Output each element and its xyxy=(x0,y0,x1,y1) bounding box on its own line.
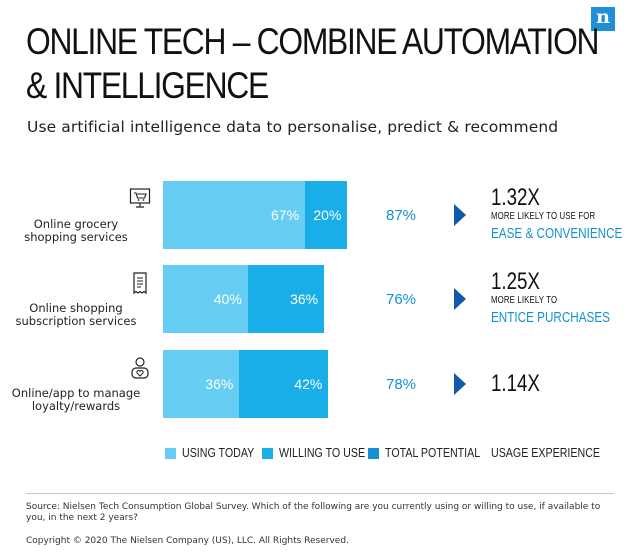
title-line-1: ONLINE TECH – COMBINE AUTOMATION xyxy=(26,21,600,62)
data-label: 67% xyxy=(271,207,300,223)
receipt-icon xyxy=(128,271,152,295)
data-label: 40% xyxy=(213,291,242,307)
category-label: Online grocery shopping services xyxy=(24,217,128,244)
category-label: Online/app to manage loyalty/rewards xyxy=(11,386,141,413)
data-label: 42% xyxy=(294,376,323,392)
legend-swatch-willing-to-use xyxy=(262,448,273,459)
bar-willing-to-use: 36% xyxy=(247,265,325,333)
source-note: Source: Nielsen Tech Consumption Global … xyxy=(26,502,601,523)
bar-willing-to-use: 20% xyxy=(305,181,348,249)
arrow-right-icon xyxy=(453,203,467,227)
bar-using-today: 36% xyxy=(163,350,240,418)
shopping-cart-icon xyxy=(128,187,152,211)
nielsen-logo: n xyxy=(591,7,615,31)
legend-using-today: USING TODAY xyxy=(182,445,255,460)
data-label: 20% xyxy=(313,207,342,223)
legend-usage-experience: USAGE EXPERIENCE xyxy=(491,445,601,460)
divider xyxy=(26,493,614,494)
bar-willing-to-use: 42% xyxy=(239,350,329,418)
arrow-right-icon xyxy=(453,287,467,311)
page-subtitle: Use artificial intelligence data to pers… xyxy=(27,118,559,136)
total-potential-value: 87% xyxy=(386,207,417,224)
data-label: 36% xyxy=(290,291,319,307)
usage-emphasis: ENTICE PURCHASES xyxy=(491,309,610,326)
legend-swatch-using-today xyxy=(165,448,176,459)
bar-using-today: 67% xyxy=(163,181,306,249)
legend-total-potential: TOTAL POTENTIAL xyxy=(385,445,481,460)
legend-willing-to-use: WILLING TO USE xyxy=(279,445,366,460)
page-title: ONLINE TECH – COMBINE AUTOMATION & INTEL… xyxy=(26,20,600,108)
usage-emphasis: EASE & CONVENIENCE xyxy=(491,225,623,242)
bar-using-today: 40% xyxy=(163,265,248,333)
total-potential-value: 78% xyxy=(386,376,417,393)
usage-note: MORE LIKELY TO xyxy=(491,295,558,306)
usage-multiplier: 1.25X xyxy=(491,268,540,295)
user-heart-icon xyxy=(128,356,152,380)
total-potential-value: 76% xyxy=(386,291,417,308)
data-label: 36% xyxy=(205,376,234,392)
title-line-2: & INTELLIGENCE xyxy=(26,65,269,106)
arrow-right-icon xyxy=(453,372,467,396)
legend-swatch-total-potential xyxy=(368,448,379,459)
category-label: Online shopping subscription services xyxy=(15,301,137,328)
usage-note: MORE LIKELY TO USE FOR xyxy=(491,211,596,222)
usage-multiplier: 1.14X xyxy=(491,370,540,397)
usage-multiplier: 1.32X xyxy=(491,184,540,211)
copyright: Copyright © 2020 The Nielsen Company (US… xyxy=(26,536,349,546)
